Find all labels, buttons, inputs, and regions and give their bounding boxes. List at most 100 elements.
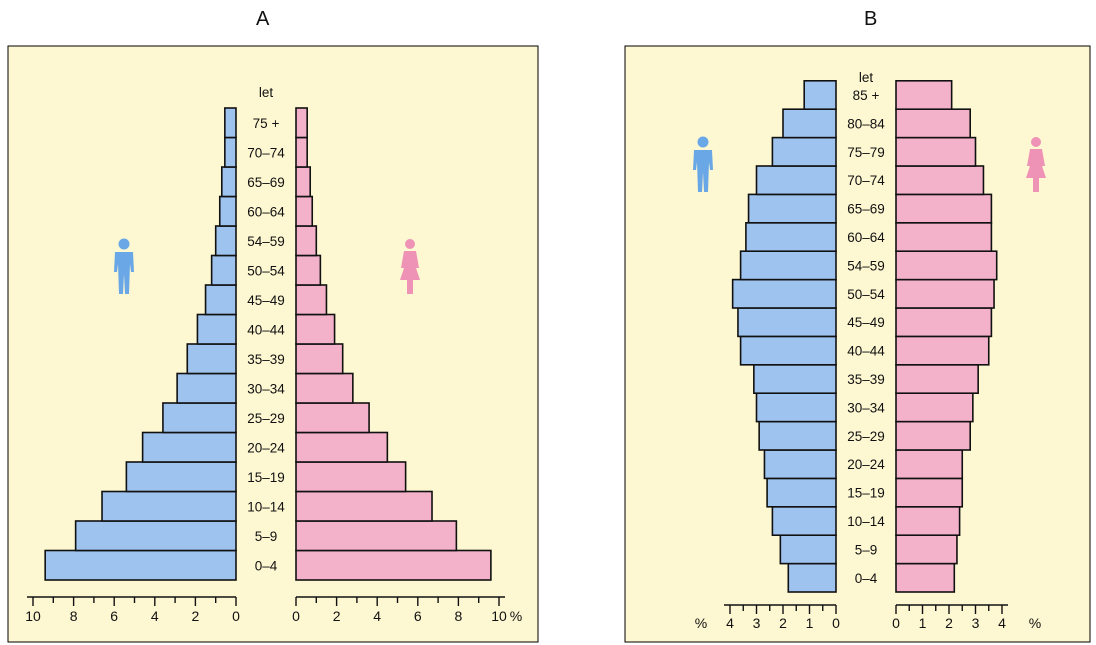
pyramid-chart-b: 0–4 5–9 10–14 15–19 20–24 25–29 30–34 35–39 40–4…	[624, 45, 1091, 643]
female-bar	[895, 307, 993, 338]
age-header: let	[859, 70, 874, 85]
age-label: 85 +	[853, 88, 880, 103]
male-bar	[731, 278, 837, 309]
age-label: 54–59	[247, 234, 285, 249]
female-bar	[895, 278, 995, 309]
male-bar	[162, 402, 237, 434]
female-bar	[295, 225, 318, 257]
age-label: 75–79	[847, 145, 885, 160]
male-bar	[739, 335, 837, 366]
age-label: 40–44	[847, 344, 885, 359]
age-label: 35–39	[247, 352, 285, 367]
left-tick-label: 1	[806, 615, 814, 631]
age-label: 70–74	[847, 173, 885, 188]
male-bar	[739, 250, 837, 281]
female-bar	[295, 343, 344, 375]
male-bar	[803, 80, 837, 111]
left-tick-label: 2	[779, 615, 787, 631]
male-figure-icon	[114, 238, 134, 294]
female-figure-icon	[400, 239, 420, 294]
left-tick-label: 4	[151, 608, 159, 624]
right-tick-label: 1	[919, 615, 927, 631]
male-bar	[771, 136, 837, 167]
female-bar	[895, 136, 977, 167]
female-bar	[895, 392, 974, 423]
age-label: 54–59	[847, 258, 885, 273]
male-bar	[224, 136, 237, 168]
left-tick-label: 10	[25, 608, 41, 624]
age-header: let	[259, 85, 274, 100]
female-bar	[895, 250, 998, 281]
age-label: 25–29	[847, 429, 885, 444]
male-bar	[747, 193, 837, 224]
male-bar	[224, 107, 237, 139]
right-tick-label: 0	[892, 615, 900, 631]
female-bar	[895, 534, 958, 565]
age-label: 10–14	[847, 514, 885, 529]
male-bar	[214, 225, 237, 257]
male-bar	[44, 549, 237, 581]
female-bar	[295, 549, 492, 581]
female-figure-icon	[1026, 137, 1046, 192]
age-label: 5–9	[855, 542, 878, 557]
age-label: 75 +	[253, 116, 280, 131]
left-axis-unit: %	[695, 615, 707, 631]
female-bar	[895, 449, 964, 480]
right-tick-label: 3	[972, 615, 980, 631]
male-bar	[186, 343, 237, 375]
age-label: 40–44	[247, 322, 285, 337]
right-tick-label: 4	[373, 608, 381, 624]
right-tick-label: 0	[292, 608, 300, 624]
right-tick-label: 2	[945, 615, 953, 631]
male-bar	[771, 505, 837, 536]
male-bar	[745, 222, 837, 253]
female-bar	[895, 335, 990, 366]
female-bar	[895, 477, 964, 508]
female-bar	[295, 254, 322, 286]
female-bar	[295, 284, 328, 316]
age-label: 60–64	[247, 204, 285, 219]
right-tick-label: 8	[455, 608, 463, 624]
female-bar	[895, 108, 971, 139]
female-bar	[295, 520, 458, 552]
male-bar	[196, 313, 237, 345]
right-tick-label: 4	[998, 615, 1006, 631]
age-label: 45–49	[847, 315, 885, 330]
male-bar	[753, 363, 837, 394]
right-axis-unit: %	[510, 608, 522, 624]
left-tick-label: 0	[832, 615, 840, 631]
female-bar	[895, 420, 971, 451]
female-bar	[895, 165, 985, 196]
male-bar	[758, 420, 837, 451]
left-tick-label: 6	[110, 608, 118, 624]
female-bar	[895, 363, 979, 394]
male-bar	[782, 108, 837, 139]
age-label: 0–4	[855, 571, 878, 586]
age-label: 30–34	[247, 381, 285, 396]
female-bar	[295, 195, 314, 227]
left-tick-label: 8	[70, 608, 78, 624]
female-bar	[895, 562, 956, 593]
age-label: 20–24	[847, 457, 885, 472]
male-bar	[125, 461, 237, 493]
panel-label-a: A	[256, 8, 270, 30]
male-bar	[141, 431, 237, 463]
male-bar	[763, 449, 837, 480]
age-label: 0–4	[255, 558, 278, 573]
age-label: 15–19	[847, 486, 885, 501]
female-bar	[295, 431, 389, 463]
age-label: 45–49	[247, 293, 285, 308]
age-label: 10–14	[247, 499, 285, 514]
male-bar	[176, 372, 237, 404]
age-label: 60–64	[847, 230, 885, 245]
female-bar	[295, 490, 433, 522]
male-figure-icon	[693, 136, 713, 192]
female-bar	[895, 193, 993, 224]
age-label: 70–74	[247, 145, 285, 160]
male-bar	[737, 307, 837, 338]
male-bar	[101, 490, 237, 522]
age-label: 5–9	[255, 529, 278, 544]
age-label: 30–34	[847, 400, 885, 415]
right-tick-label: 10	[491, 608, 507, 624]
pyramid-chart-a: 0–4 5–9 10–14 15–19 20–24 25–29 30–34 35–39 40–4…	[7, 45, 539, 643]
